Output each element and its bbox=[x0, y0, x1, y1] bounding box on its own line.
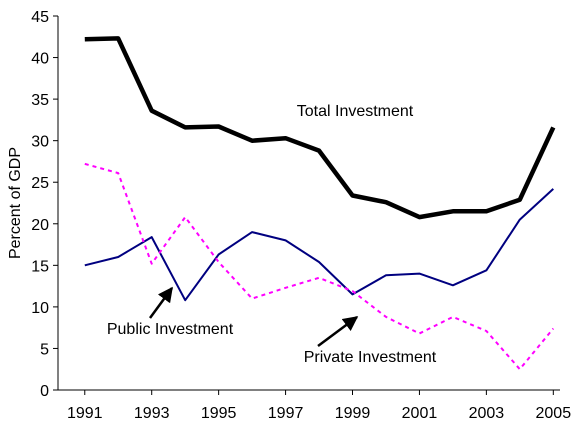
y-tick-label: 30 bbox=[31, 134, 49, 151]
arrow bbox=[148, 286, 174, 319]
x-tick-label: 1991 bbox=[67, 405, 103, 422]
x-tick-label: 2005 bbox=[536, 405, 572, 422]
y-tick-label: 20 bbox=[31, 217, 49, 234]
x-tick-label: 1999 bbox=[335, 405, 371, 422]
x-tick-label: 1995 bbox=[201, 405, 237, 422]
x-tick-label: 1997 bbox=[268, 405, 304, 422]
arrow bbox=[317, 315, 359, 348]
series-label: Private Investment bbox=[304, 349, 437, 366]
x-tick-label: 2001 bbox=[402, 405, 438, 422]
y-axis-label: Percent of GDP bbox=[7, 147, 24, 259]
series-line bbox=[84, 36, 556, 220]
y-tick-label: 10 bbox=[31, 300, 49, 317]
y-tick-label: 40 bbox=[31, 51, 49, 68]
series-line bbox=[84, 162, 555, 371]
x-tick-label: 2003 bbox=[469, 405, 505, 422]
y-tick-label: 25 bbox=[31, 175, 49, 192]
y-tick-label: 0 bbox=[40, 383, 49, 400]
y-tick-label: 5 bbox=[40, 341, 49, 358]
series-line bbox=[84, 188, 554, 302]
y-tick-label: 15 bbox=[31, 258, 49, 275]
y-tick-label: 35 bbox=[31, 92, 49, 109]
series-label: Public Investment bbox=[107, 321, 234, 338]
y-tick-label: 45 bbox=[31, 9, 49, 26]
x-tick-label: 1993 bbox=[134, 405, 170, 422]
series-label: Total Investment bbox=[297, 103, 414, 120]
